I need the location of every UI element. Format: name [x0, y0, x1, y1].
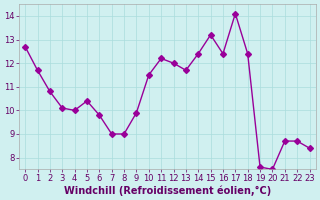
X-axis label: Windchill (Refroidissement éolien,°C): Windchill (Refroidissement éolien,°C) [64, 185, 271, 196]
